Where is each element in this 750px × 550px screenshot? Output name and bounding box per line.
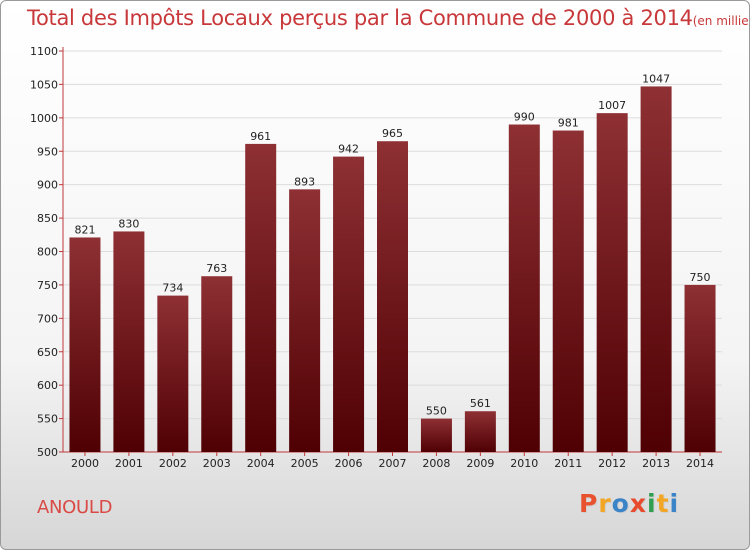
x-tick-label: 2013 [642, 457, 670, 470]
x-tick-label: 2009 [466, 457, 494, 470]
bar-2001 [113, 231, 145, 452]
y-tick-label: 950 [37, 145, 58, 158]
y-tick-label: 1050 [30, 78, 58, 91]
bar-2002 [157, 295, 189, 452]
x-tick-label: 2007 [379, 457, 407, 470]
bar-2008 [420, 418, 452, 452]
x-tick-label: 2004 [247, 457, 275, 470]
bar-value-label: 1047 [642, 72, 670, 85]
brand-letter: o [611, 489, 630, 518]
chart-title: Total des Impôts Locaux perçus par la Co… [27, 6, 749, 30]
bar-value-label: 942 [338, 143, 359, 156]
bar-2014 [684, 284, 716, 452]
x-tick-label: 2011 [554, 457, 582, 470]
title-unit: (en milliers d'€) [692, 14, 749, 28]
bar-value-label: 561 [470, 397, 491, 410]
commune-name: ANOULD [37, 497, 113, 518]
y-tick-label: 750 [37, 279, 58, 292]
bar-value-label: 981 [558, 117, 579, 130]
y-tick-label: 1100 [30, 45, 58, 58]
y-tick-label: 850 [37, 212, 58, 225]
bar-2005 [289, 189, 321, 452]
bar-value-label: 750 [690, 271, 711, 284]
y-tick-label: 550 [37, 413, 58, 426]
x-tick-label: 2002 [159, 457, 187, 470]
x-tick-label: 2010 [510, 457, 538, 470]
bar-2004 [245, 143, 277, 453]
bar-2013 [640, 86, 672, 453]
x-tick-label: 2001 [115, 457, 143, 470]
y-tick-label: 900 [37, 179, 58, 192]
bar-2012 [596, 113, 628, 452]
bar-value-label: 763 [206, 262, 227, 275]
y-tick-label: 600 [37, 379, 58, 392]
brand-letter: r [598, 489, 612, 518]
bar-2007 [377, 141, 408, 452]
x-tick-label: 2005 [291, 457, 319, 470]
bar-2006 [333, 156, 365, 452]
bar-value-label: 830 [118, 217, 139, 230]
brand-letter: i [647, 489, 657, 518]
bar-value-label: 990 [514, 111, 535, 124]
x-tick-label: 2014 [686, 457, 714, 470]
bar-value-label: 550 [426, 405, 447, 418]
bar-2003 [201, 276, 233, 452]
y-tick-label: 700 [37, 312, 58, 325]
proxiti-logo: Proxiti [579, 489, 679, 518]
bar-value-label: 1007 [598, 99, 626, 112]
brand-letter: i [669, 489, 680, 518]
y-tick-label: 1000 [30, 112, 58, 125]
title-main: Total des Impôts Locaux perçus par la Co… [27, 6, 693, 30]
bar-2011 [552, 130, 584, 452]
x-tick-label: 2003 [203, 457, 231, 470]
y-tick-label: 800 [37, 246, 58, 259]
y-tick-label: 650 [37, 346, 58, 359]
bar-2010 [508, 124, 540, 453]
brand-letter: P [579, 489, 599, 518]
y-tick-label: 500 [37, 446, 58, 459]
bar-2009 [464, 411, 496, 452]
bar-value-label: 893 [294, 175, 315, 188]
bar-value-label: 965 [382, 127, 403, 140]
x-tick-label: 2000 [71, 457, 99, 470]
bar-value-label: 961 [250, 130, 271, 143]
bar-value-label: 821 [74, 223, 95, 236]
x-tick-label: 2012 [598, 457, 626, 470]
brand-letter: t [656, 489, 670, 518]
brand-letter: x [629, 489, 647, 518]
x-tick-label: 2006 [335, 457, 363, 470]
bar-2000 [69, 237, 101, 452]
bar-value-label: 734 [162, 282, 183, 295]
x-tick-label: 2008 [422, 457, 450, 470]
